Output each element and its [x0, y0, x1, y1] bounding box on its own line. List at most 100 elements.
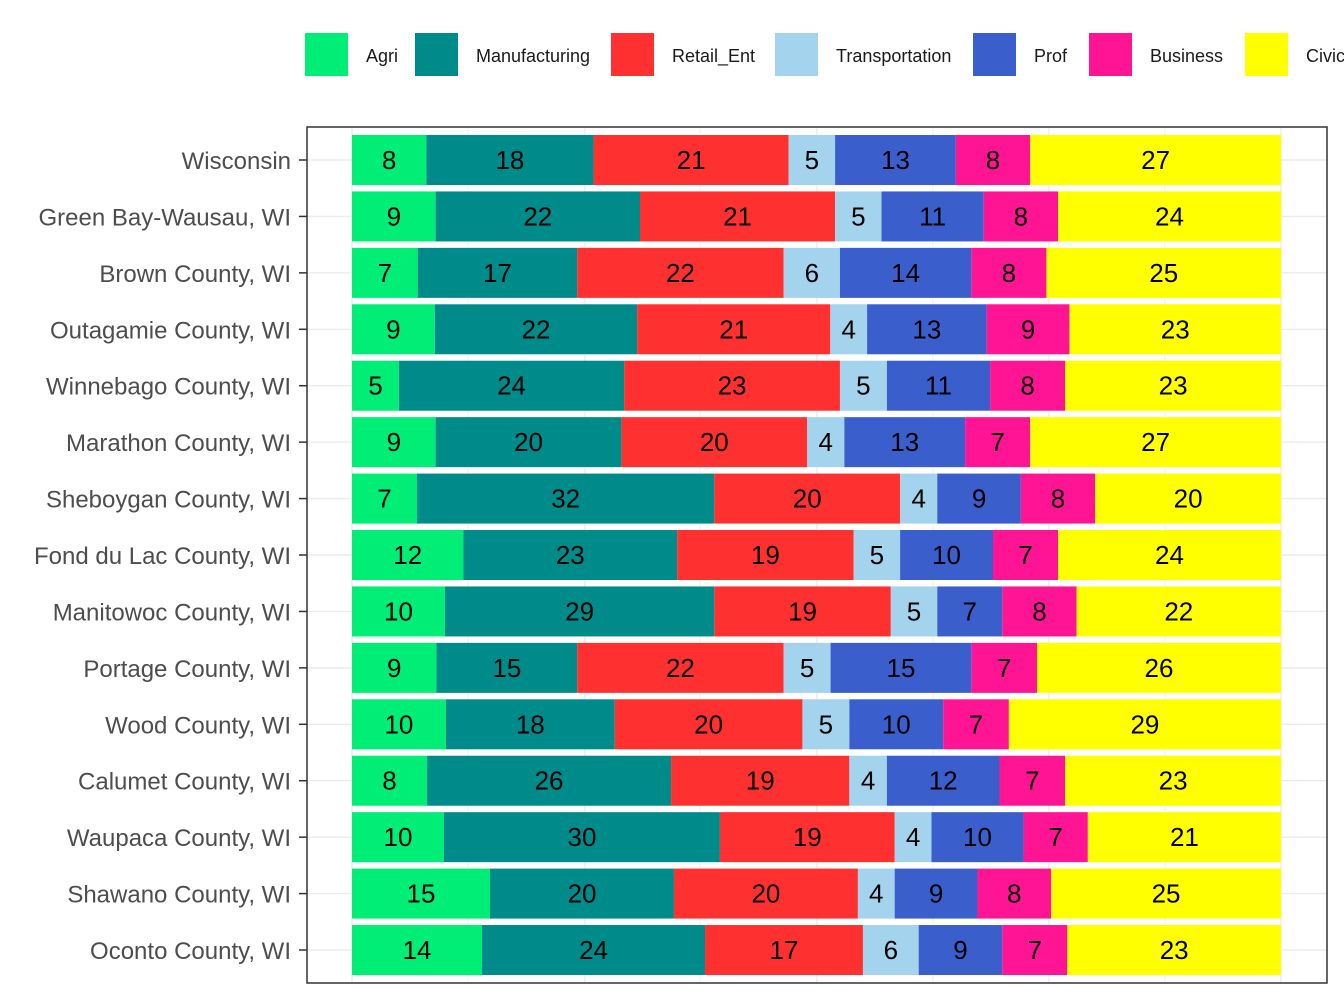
bar-segment-agri — [352, 417, 436, 468]
bar-value-label: 9 — [387, 427, 401, 457]
bar-value-label: 18 — [516, 709, 545, 739]
bar-value-label: 19 — [788, 596, 817, 626]
bar-value-label: 11 — [919, 201, 946, 231]
bar-value-label: 7 — [1025, 766, 1039, 796]
legend-label: Civic — [1306, 46, 1344, 66]
legend-label: Retail_Ent — [672, 46, 755, 67]
legend-key — [611, 33, 654, 76]
bar-value-label: 8 — [1014, 201, 1028, 231]
bar-value-label: 19 — [751, 540, 780, 570]
y-tick-label: Fond du Lac County, WI — [34, 543, 291, 570]
bar-segment-manufacturing — [427, 755, 672, 806]
bar-value-label: 26 — [1145, 653, 1174, 683]
legend-label: Business — [1150, 46, 1223, 66]
bar-value-label: 17 — [483, 258, 512, 288]
y-tick-label: Calumet County, WI — [78, 769, 291, 796]
bar-value-label: 22 — [523, 201, 552, 231]
bar-segment-business — [983, 191, 1059, 242]
bar-segment-agri — [352, 191, 436, 242]
bar-value-label: 24 — [1155, 540, 1184, 570]
bar-segment-manufacturing — [435, 417, 622, 468]
bar-segment-agri — [352, 247, 418, 298]
bar-value-label: 9 — [387, 653, 401, 683]
bar-segment-business — [1020, 473, 1096, 524]
bar-value-label: 10 — [384, 596, 413, 626]
bar-value-label: 5 — [819, 709, 833, 739]
bar-segment-transportation — [802, 699, 850, 750]
bar-segment-business — [971, 247, 1047, 298]
bar-segment-business — [955, 135, 1031, 185]
bar-segment-transportation — [900, 473, 938, 524]
bar-segment-retail-ent — [639, 191, 836, 242]
bar-segment-civic — [1095, 473, 1281, 524]
bar-segment-prof — [830, 642, 972, 693]
legend-label: Prof — [1034, 46, 1068, 66]
bar-segment-agri — [352, 360, 399, 411]
bar-segment-transportation — [857, 868, 895, 919]
bar-value-label: 20 — [514, 427, 543, 457]
bar-segment-manufacturing — [417, 247, 578, 298]
bar-value-label: 8 — [382, 766, 396, 796]
bar-value-label: 8 — [1007, 879, 1021, 909]
bar-value-label: 8 — [382, 145, 396, 175]
legend-label: Manufacturing — [476, 46, 590, 66]
y-tick-label: Green Bay-Wausau, WI — [38, 204, 291, 231]
bar-value-label: 7 — [378, 258, 392, 288]
bar-segment-business — [993, 530, 1059, 581]
y-tick-label: Shawano County, WI — [67, 882, 291, 909]
bar-segment-manufacturing — [443, 812, 720, 863]
bar-value-label: 8 — [1002, 258, 1016, 288]
bar-segment-prof — [931, 812, 1024, 863]
legend-label: Agri — [366, 46, 398, 66]
bar-value-label: 21 — [1170, 822, 1199, 852]
legend-item-agri: Agri — [305, 33, 398, 76]
bar-segment-prof — [849, 699, 944, 750]
bar-segment-manufacturing — [482, 925, 706, 976]
bar-value-label: 22 — [666, 258, 695, 288]
bar-value-label: 22 — [521, 314, 550, 344]
bar-segment-agri — [352, 755, 428, 806]
y-tick-label: Outagamie County, WI — [50, 317, 291, 344]
bar-value-label: 23 — [1161, 314, 1190, 344]
bar-value-label: 21 — [719, 314, 748, 344]
bar-segment-retail-ent — [719, 812, 895, 863]
bar-segment-transportation — [835, 191, 882, 242]
bar-value-label: 7 — [1018, 540, 1032, 570]
bar-value-label: 10 — [384, 709, 413, 739]
bar-value-label: 20 — [700, 427, 729, 457]
bar-segment-transportation — [890, 586, 938, 637]
bar-value-label: 17 — [770, 935, 799, 965]
y-tick-label: Winnebago County, WI — [46, 374, 291, 401]
bar-value-label: 4 — [869, 879, 883, 909]
bar-segment-business — [1023, 812, 1088, 863]
bar-value-label: 23 — [1160, 935, 1189, 965]
bar-segment-manufacturing — [435, 191, 640, 242]
legend: Agri Manufacturing Retail_Ent Transportatio… — [305, 33, 1344, 76]
bar-value-label: 24 — [579, 935, 608, 965]
bar-value-label: 27 — [1141, 427, 1170, 457]
bar-value-label: 13 — [881, 145, 910, 175]
bar-value-label: 10 — [882, 709, 911, 739]
bar-value-label: 9 — [972, 484, 986, 514]
bar-segment-civic — [1065, 360, 1281, 411]
bar-segment-manufacturing — [417, 473, 715, 524]
bar-segment-manufacturing — [444, 586, 715, 637]
bar-segment-transportation — [849, 755, 887, 806]
bar-segment-retail-ent — [714, 586, 891, 637]
bar-segment-prof — [881, 191, 984, 242]
bar-value-label: 4 — [841, 314, 855, 344]
legend-item-manufacturing: Manufacturing — [415, 33, 590, 76]
bar-segment-retail-ent — [637, 304, 831, 355]
bar-segment-manufacturing — [426, 135, 594, 185]
bar-segment-prof — [918, 925, 1003, 976]
bar-segment-agri — [352, 586, 445, 637]
bar-value-label: 23 — [556, 540, 585, 570]
bar-value-label: 6 — [805, 258, 819, 288]
bar-segment-agri — [352, 812, 444, 863]
bar-segment-prof — [835, 135, 956, 185]
bar-segment-agri — [352, 699, 446, 750]
bar-segment-prof — [886, 360, 991, 411]
bar-segment-transportation — [788, 135, 836, 185]
bar-value-label: 15 — [407, 879, 436, 909]
